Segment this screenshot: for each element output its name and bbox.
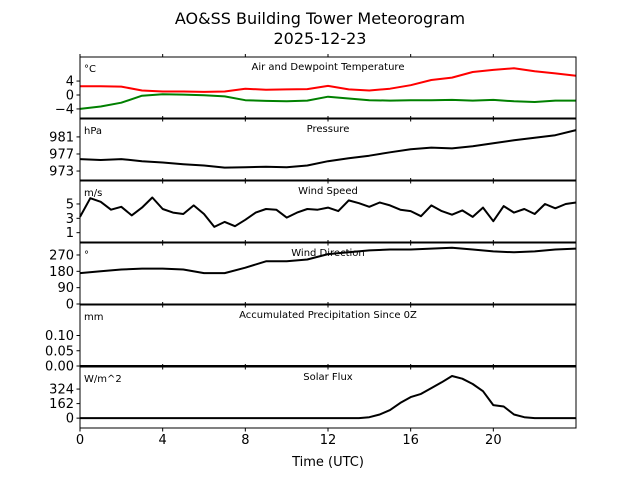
panel-title: Accumulated Precipitation Since 0Z [239,310,417,321]
x-tick-label: 16 [402,433,419,448]
y-tick-label: 0.00 [45,360,74,375]
panel-unit-label: °C [84,64,96,75]
x-tick-label: 12 [320,433,337,448]
panel-unit-label: hPa [84,126,102,137]
series-line-dewpoint-temperature [79,93,576,110]
y-tick-label: 324 [49,383,74,398]
x-tick-label: 20 [485,433,502,448]
y-tick-label: 1 [66,226,74,241]
y-tick-label: 162 [49,397,74,412]
y-tick-label: 180 [49,265,74,280]
series-line-pressure [79,129,577,169]
y-tick-label: 0 [66,88,74,103]
panel-unit-label: ° [84,250,89,261]
x-tick-label: 0 [76,433,84,448]
panel-title: Wind Direction [291,248,365,259]
y-tick-label: 973 [49,165,74,180]
y-tick-label: 977 [49,147,74,162]
y-tick-label: 0.10 [45,329,74,344]
series-line-solar-flux [80,375,576,420]
panel-title: Wind Speed [298,186,358,197]
y-tick-label: 0 [66,298,74,313]
panels: 40−4°C Air and Dewpoint Temperature981977… [45,54,577,448]
y-tick-label: 4 [66,75,74,90]
y-tick-label: 0.05 [45,344,74,359]
chart-subtitle: 2025-12-23 [274,29,367,48]
y-tick-label: 90 [57,281,74,296]
y-tick-label: 5 [66,197,74,212]
panel-unit-label: mm [84,312,103,323]
panel-title: Pressure [307,124,350,135]
panel-unit-label: W/m^2 [84,374,122,385]
panel-title: Solar Flux [303,372,353,383]
series-line-wind-speed [79,196,577,228]
y-tick-label: 3 [66,212,74,227]
panel-unit-label: m/s [84,188,102,199]
x-axis-label: Time (UTC) [291,455,364,470]
series-line-air-temperature [80,67,577,93]
y-tick-label: 981 [49,130,74,145]
series-line-wind-direction [79,246,577,275]
y-tick-label: −4 [55,102,74,117]
x-tick-label: 8 [241,433,249,448]
panel-title: Air and Dewpoint Temperature [252,62,405,73]
chart-title: AO&SS Building Tower Meteorogram [175,9,465,28]
x-tick-label: 4 [159,433,167,448]
y-tick-label: 270 [49,248,74,263]
y-tick-label: 0 [66,412,74,427]
